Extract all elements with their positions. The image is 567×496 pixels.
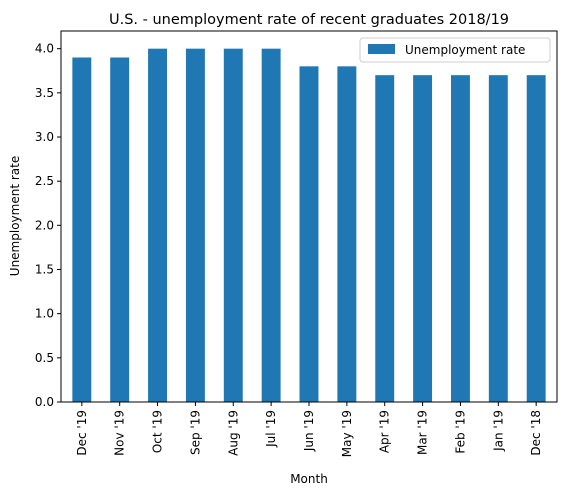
bar (337, 66, 357, 402)
chart-title: U.S. - unemployment rate of recent gradu… (109, 12, 509, 28)
y-tick-label: 3.5 (35, 86, 54, 100)
x-tick-label: Aug '19 (226, 410, 240, 456)
x-tick-label: Dec '19 (75, 410, 89, 456)
legend-box (359, 37, 551, 63)
x-tick-label: Sep '19 (188, 410, 202, 455)
x-tick-label: May '19 (340, 410, 354, 457)
x-tick-label: Apr '19 (378, 410, 392, 453)
y-tick-label: 0.5 (35, 351, 54, 365)
bar (110, 57, 130, 402)
y-tick-label: 2.5 (35, 174, 54, 188)
bar (450, 75, 470, 403)
x-tick-label: Feb '19 (453, 410, 467, 454)
legend: Unemployment rate (359, 37, 551, 63)
x-tick-label: Mar '19 (416, 410, 430, 455)
x-tick-label: Dec '18 (529, 410, 543, 456)
legend-swatch (368, 44, 395, 54)
x-tick-label: Oct '19 (151, 410, 165, 453)
bar (72, 57, 92, 402)
bar (148, 48, 168, 403)
plot-frame (60, 30, 558, 403)
y-tick-label: 0.0 (35, 395, 54, 409)
y-tick-label: 3.0 (35, 130, 54, 144)
y-axis: 0.0 0.5 1.0 1.5 2.0 2.5 3.0 3.5 4.0 (35, 42, 61, 409)
bar (261, 48, 281, 403)
bar (185, 48, 205, 403)
bar (223, 48, 243, 403)
x-tick-label: Jul '19 (264, 410, 278, 448)
x-tick-label: Jun '19 (302, 410, 316, 452)
bar (375, 75, 395, 403)
x-axis-label: Month (290, 472, 328, 486)
legend-label: Unemployment rate (405, 43, 525, 57)
bar (299, 66, 319, 402)
x-tick-label: Jan '19 (491, 410, 505, 452)
y-axis-label: Unemployment rate (8, 156, 22, 276)
y-tick-label: 1.0 (35, 307, 54, 321)
x-tick-label: Nov '19 (113, 410, 127, 456)
y-tick-label: 4.0 (35, 42, 54, 56)
y-tick-label: 2.0 (35, 218, 54, 232)
bar (488, 75, 508, 403)
bar (413, 75, 433, 403)
y-tick-label: 1.5 (35, 263, 54, 277)
bars-group (72, 48, 546, 403)
bar (526, 75, 546, 403)
x-axis: Dec '19 Nov '19 Oct '19 Sep '19 Aug '19 Jul '… (75, 402, 543, 457)
